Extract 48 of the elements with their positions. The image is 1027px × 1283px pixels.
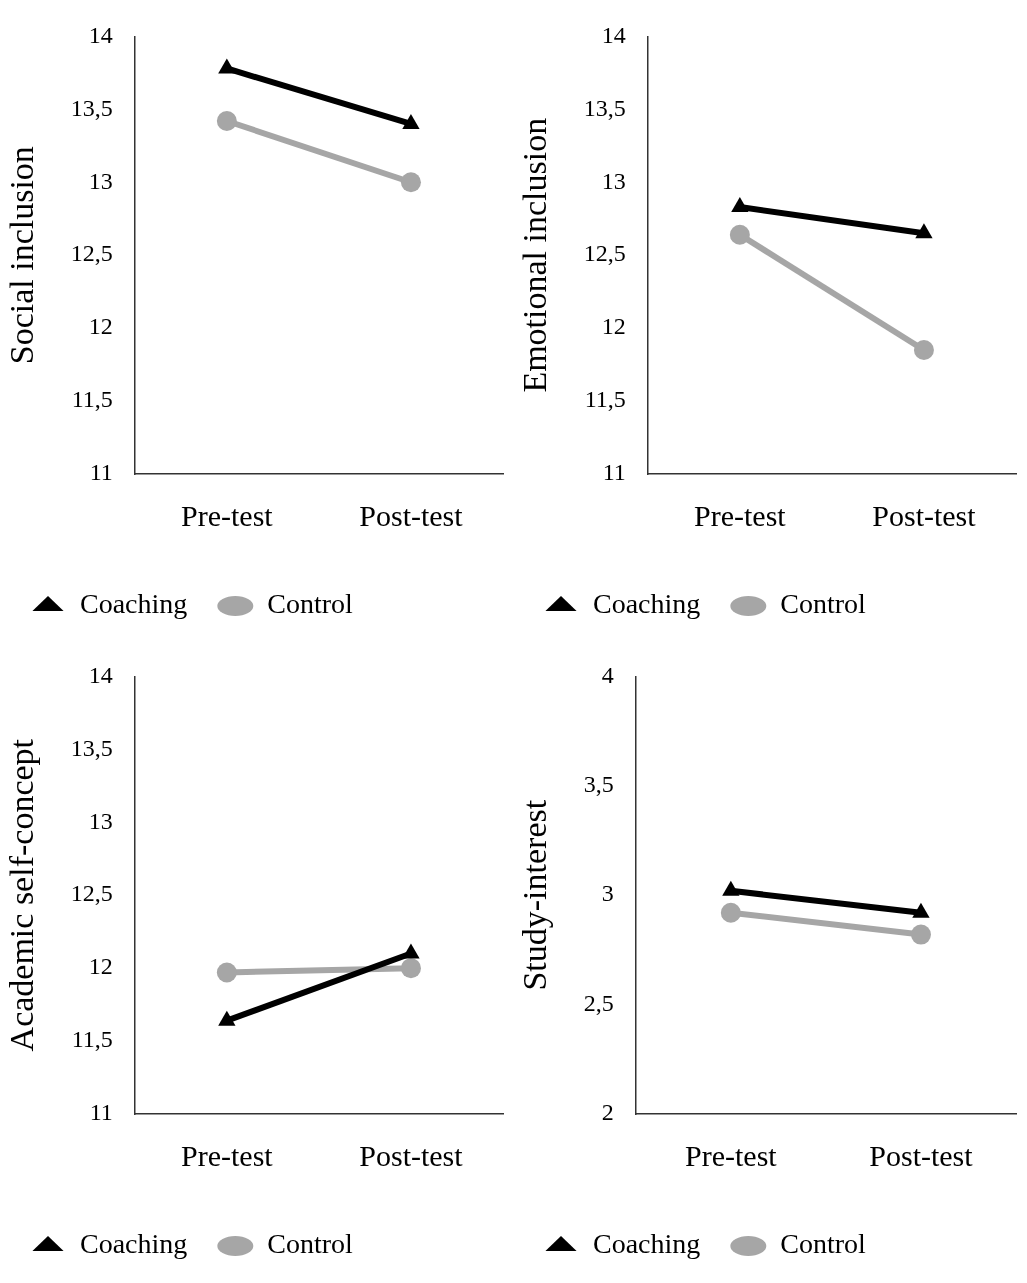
y-tick-label: 13,5 <box>583 94 626 121</box>
x-tick-label: Pre-test <box>694 498 787 532</box>
y-tick-label: 14 <box>601 21 626 48</box>
y-tick-label: 12,5 <box>70 240 113 267</box>
y-tick-label: 12,5 <box>583 240 626 267</box>
x-tick-label: Post-test <box>359 1138 464 1172</box>
x-tick-label: Pre-test <box>181 498 274 532</box>
y-axis-title: Emotional inclusion <box>516 117 554 393</box>
y-tick-label: 12,5 <box>70 880 113 907</box>
y-tick-label: 13,5 <box>70 734 113 761</box>
y-tick-label: 3 <box>601 880 614 907</box>
legend-label: Control <box>780 588 867 620</box>
y-tick-label: 14 <box>88 661 113 688</box>
y-tick-label: 14 <box>88 21 113 48</box>
y-tick-label: 11,5 <box>71 1026 113 1053</box>
legend-label: Coaching <box>593 588 701 620</box>
legend-label: Coaching <box>80 588 188 620</box>
y-tick-label: 11 <box>602 459 626 486</box>
y-tick-label: 2 <box>601 1099 614 1126</box>
y-tick-label: 11,5 <box>584 386 626 413</box>
legend-label: Control <box>267 588 354 620</box>
y-tick-label: 4 <box>601 661 614 688</box>
y-tick-label: 13,5 <box>70 94 113 121</box>
y-axis-title: Social inclusion <box>3 146 41 365</box>
legend-label: Control <box>267 1228 354 1260</box>
x-tick-label: Pre-test <box>181 1138 274 1172</box>
legend-label: Coaching <box>593 1228 701 1260</box>
x-tick-label: Pre-test <box>685 1138 778 1172</box>
y-tick-label: 3,5 <box>583 771 614 798</box>
legend-label: Coaching <box>80 1228 188 1260</box>
x-tick-label: Post-test <box>869 1138 974 1172</box>
y-tick-label: 11 <box>89 1099 113 1126</box>
y-tick-label: 12 <box>88 313 113 340</box>
y-tick-label: 2,5 <box>583 989 614 1016</box>
y-axis-title: Academic self-concept <box>3 738 41 1052</box>
point <box>913 340 934 361</box>
y-tick-label: 13 <box>88 807 113 834</box>
y-tick-label: 11 <box>89 459 113 486</box>
y-axis-title: Study-interest <box>516 799 554 991</box>
point <box>729 224 750 245</box>
x-tick-label: Post-test <box>872 498 977 532</box>
legend-label: Control <box>780 1228 867 1260</box>
y-tick-label: 12 <box>601 313 626 340</box>
y-tick-label: 13 <box>88 167 113 194</box>
x-tick-label: Post-test <box>359 498 464 532</box>
y-tick-label: 11,5 <box>71 386 113 413</box>
y-tick-label: 13 <box>601 167 626 194</box>
y-tick-label: 12 <box>88 953 113 980</box>
